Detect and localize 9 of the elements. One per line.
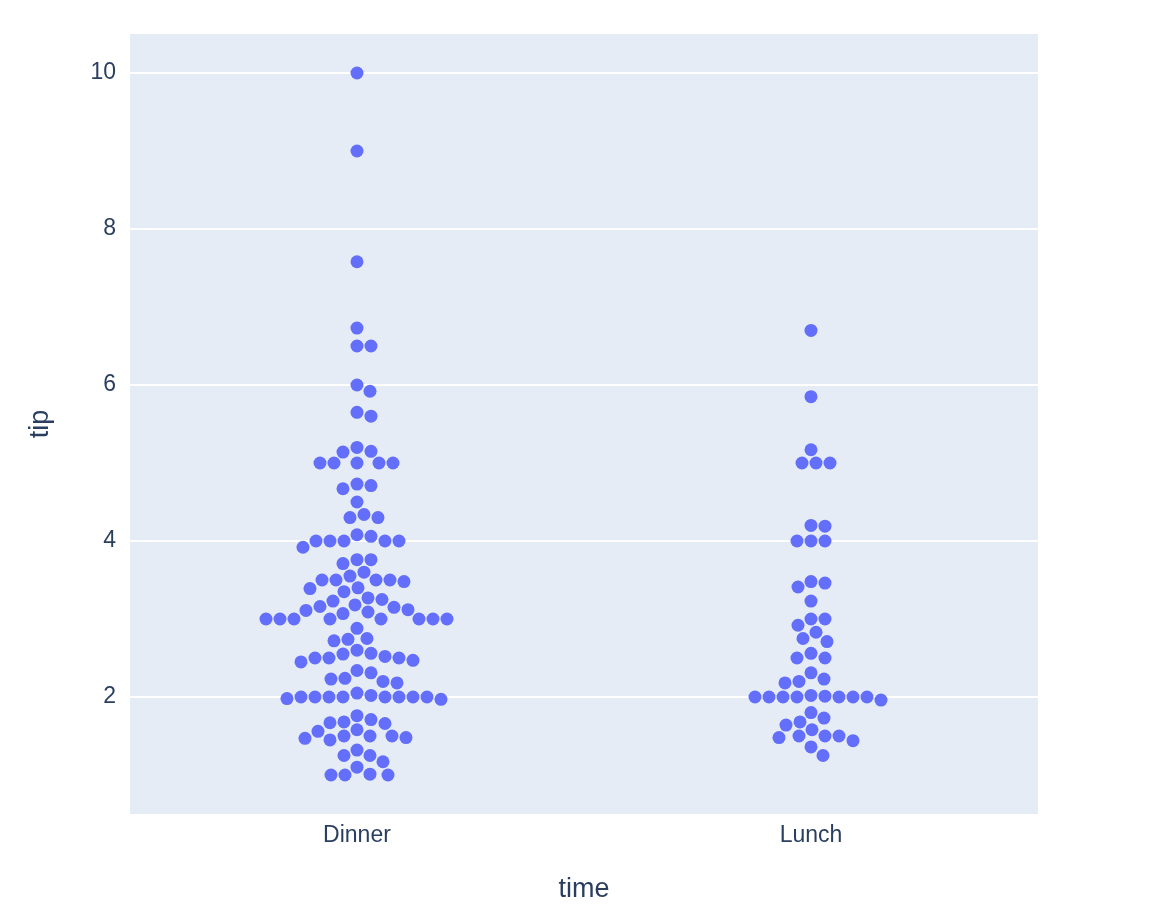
x-tick-label: Dinner [323,821,392,848]
x-axis-title: time [558,873,610,904]
y-tick-label: 6 [103,370,116,397]
x-tick-label: Lunch [779,821,843,848]
y-tick-label: 4 [103,526,117,553]
y-axis-title: tip [23,409,54,439]
y-tick-label: 8 [103,214,116,241]
y-tick-label: 10 [90,58,116,85]
y-tick-label: 2 [103,682,116,709]
